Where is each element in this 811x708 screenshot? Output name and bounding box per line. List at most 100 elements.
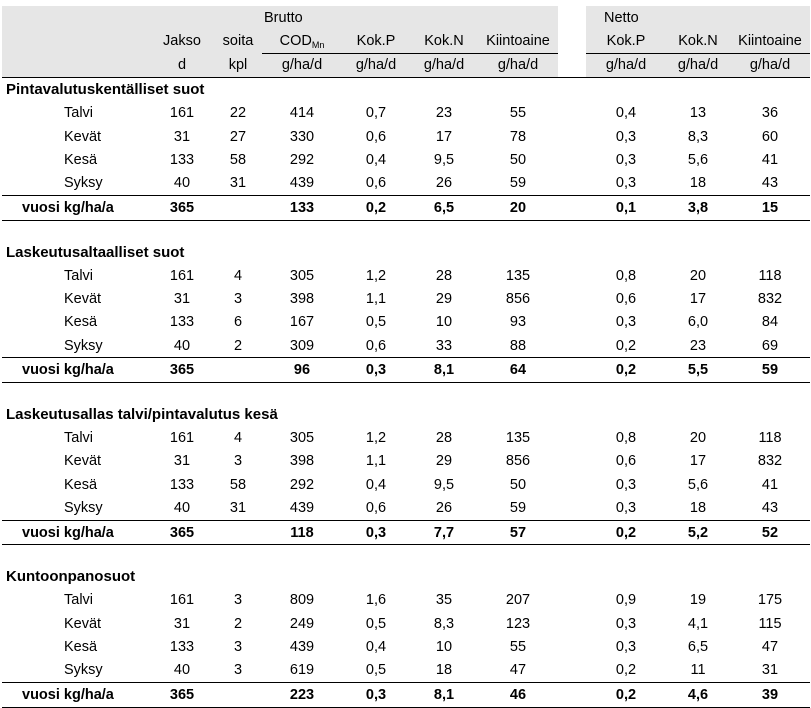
- table-row: Syksy 40 2 309 0,6 33 88 0,2 23 69: [2, 334, 810, 358]
- cell-n: 9,5: [433, 152, 455, 169]
- cell-kpl: [214, 519, 262, 546]
- cell-nn: 4,1: [687, 615, 709, 632]
- total-n: 8,1: [410, 357, 478, 383]
- header-row-1: Brutto Netto: [2, 6, 810, 30]
- unit-jakso: d: [150, 53, 214, 79]
- total-n: 7,7: [410, 519, 478, 546]
- cell-k: 123: [505, 615, 531, 632]
- cell-cod: 439: [289, 639, 315, 656]
- cell-nn: 8,3: [687, 128, 709, 145]
- header-row-3: d kpl g/ha/d g/ha/d g/ha/d g/ha/d g/ha/d…: [2, 53, 810, 79]
- cell-np: 0,3: [615, 639, 637, 656]
- total-n: 8,1: [410, 682, 478, 708]
- cell-np: 0,3: [615, 128, 637, 145]
- cell-cod: 330: [289, 128, 315, 145]
- cell-d: 133: [169, 314, 195, 331]
- col-kokn-label: Kok.N: [410, 29, 478, 54]
- total-nn: 3,8: [666, 195, 730, 221]
- season-label: Syksy: [64, 662, 103, 679]
- season-label: Kesä: [64, 314, 98, 331]
- gap-cell: [558, 264, 586, 287]
- cell-np: 0,3: [615, 152, 637, 169]
- col-netto-kiinto-label: Kiintoaine: [730, 29, 810, 54]
- gap-cell: [558, 612, 586, 635]
- cell-nk: 832: [757, 453, 783, 470]
- cell-p: 1,2: [365, 429, 387, 446]
- cod-main: COD: [279, 32, 312, 49]
- cell-d: 40: [173, 337, 191, 354]
- cell-p: 1,6: [365, 592, 387, 609]
- cell-nn: 18: [689, 175, 707, 192]
- cell-n: 17: [435, 128, 453, 145]
- cell-np: 0,6: [615, 290, 637, 307]
- cell-kpl: 3: [233, 662, 243, 679]
- cell-p: 0,4: [365, 152, 387, 169]
- cell-kpl: 27: [229, 128, 247, 145]
- cell-d: 31: [173, 453, 191, 470]
- cell-np: 0,3: [615, 175, 637, 192]
- gap-cell: [558, 357, 586, 383]
- total-n: 6,5: [410, 195, 478, 221]
- cell-np: 0,2: [615, 662, 637, 679]
- cell-kpl: [214, 357, 262, 383]
- cell-np: 0,3: [615, 615, 637, 632]
- gap-cell: [558, 172, 586, 196]
- total-np: 0,1: [586, 195, 666, 221]
- cell-d: 40: [173, 500, 191, 517]
- cell-d: 31: [173, 128, 191, 145]
- season-label: Talvi: [64, 267, 94, 284]
- gap-cell: [558, 682, 586, 708]
- season-label: Talvi: [64, 429, 94, 446]
- table-row: Kevät 31 2 249 0,5 8,3 123 0,3 4,1 115: [2, 612, 810, 635]
- total-np: 0,2: [586, 357, 666, 383]
- total-p: 0,3: [342, 357, 410, 383]
- cell-k: 93: [509, 314, 527, 331]
- cell-np: 0,3: [615, 500, 637, 517]
- cell-d: 133: [169, 476, 195, 493]
- cell-k: 135: [505, 429, 531, 446]
- cell-k: 135: [505, 267, 531, 284]
- cell-n: 28: [435, 429, 453, 446]
- table-row: Talvi 161 4 305 1,2 28 135 0,8 20 118: [2, 264, 810, 287]
- total-k: 57: [478, 519, 558, 546]
- cell-kpl: 2: [233, 337, 243, 354]
- cell-nn: 6,5: [687, 639, 709, 656]
- cell-p: 0,5: [365, 314, 387, 331]
- table-row: Talvi 161 22 414 0,7 23 55 0,4 13 36: [2, 102, 810, 125]
- cod-sub: Mn: [311, 39, 325, 50]
- gap-cell: [558, 496, 586, 520]
- cell-n: 9,5: [433, 476, 455, 493]
- cell-k: 88: [509, 337, 527, 354]
- cell-nk: 69: [761, 337, 779, 354]
- cell-cod: 619: [289, 662, 315, 679]
- section-title-row: Laskeutusaltaalliset suot: [2, 241, 810, 264]
- total-k: 46: [478, 682, 558, 708]
- col-netto-kokp-label: Kok.P: [586, 29, 666, 54]
- cell-nk: 832: [757, 290, 783, 307]
- section-title: Pintavalutuskentälliset suot: [6, 81, 205, 99]
- total-p: 0,2: [342, 195, 410, 221]
- season-label: Syksy: [64, 175, 103, 192]
- cell-p: 0,7: [365, 105, 387, 122]
- cell-kpl: 3: [233, 290, 243, 307]
- cell-np: 0,6: [615, 453, 637, 470]
- total-row: vuosi kg/ha/a 365 96 0,3 8,1 64 0,2 5,5 59: [2, 357, 810, 383]
- cell-n: 10: [435, 639, 453, 656]
- cell-p: 0,5: [365, 615, 387, 632]
- season-label: Syksy: [64, 337, 103, 354]
- cell-k: 50: [509, 476, 527, 493]
- section-title: Kuntoonpanosuot: [6, 568, 136, 586]
- cell-nn: 11: [690, 662, 706, 679]
- season-label: Kesä: [64, 639, 98, 656]
- cell-cod: 305: [289, 429, 315, 446]
- cell-p: 0,5: [365, 662, 387, 679]
- table-row: Kesä 133 58 292 0,4 9,5 50 0,3 5,6 41: [2, 473, 810, 496]
- gap-cell: [558, 473, 586, 496]
- unit-netto-kokp: g/ha/d: [586, 53, 666, 79]
- cell-n: 29: [435, 453, 453, 470]
- section-title-row: Pintavalutuskentälliset suot: [2, 78, 810, 102]
- cell-n: 33: [435, 337, 453, 354]
- gap-cell: [558, 195, 586, 221]
- cell-nn: 5,6: [687, 152, 709, 169]
- total-d: 365: [150, 357, 214, 383]
